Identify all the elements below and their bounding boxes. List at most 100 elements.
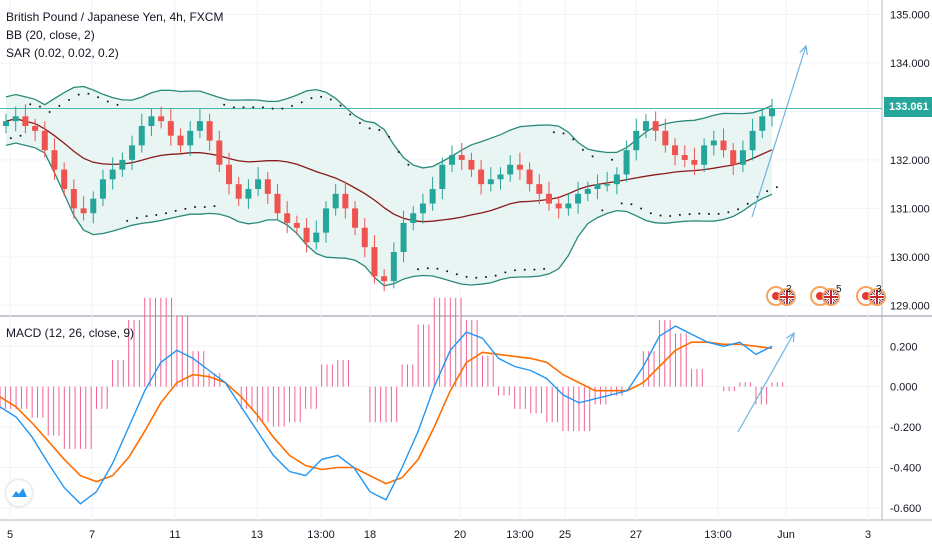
candle <box>429 189 436 204</box>
candle <box>177 135 184 146</box>
candle <box>575 193 582 204</box>
candle <box>390 252 397 282</box>
trend-arrow-macd-head <box>786 331 795 343</box>
candle <box>769 108 775 117</box>
candle <box>119 159 126 170</box>
sar-dot <box>145 215 148 218</box>
candle <box>187 130 194 146</box>
sar-dot <box>320 95 323 98</box>
time-tick-label: 27 <box>630 529 642 541</box>
sar-dot <box>38 105 41 108</box>
sar-dot <box>368 127 371 130</box>
candle <box>255 179 262 189</box>
price-tick-label: 134.000 <box>890 58 930 70</box>
candle <box>536 184 543 194</box>
candle <box>235 184 242 199</box>
sar-dot <box>640 207 643 210</box>
uk-flag-icon <box>868 288 886 306</box>
candle <box>701 145 708 165</box>
sar-dot <box>194 205 197 208</box>
sar-dot <box>659 214 662 217</box>
legend-macd: MACD (12, 26, close, 9) <box>6 326 135 340</box>
time-tick-label: 18 <box>364 529 376 541</box>
candle <box>70 189 77 209</box>
sar-dot <box>620 202 623 205</box>
candle <box>652 121 659 131</box>
sar-dot <box>698 212 701 215</box>
candle <box>32 126 39 131</box>
candle <box>419 203 426 214</box>
sar-dot <box>77 93 80 96</box>
candle <box>487 179 494 185</box>
sar-dot <box>484 275 487 278</box>
time-tick-label: 25 <box>559 529 571 541</box>
candle <box>138 126 145 146</box>
sar-dot <box>494 274 497 277</box>
economic-events: 2 5 3 <box>766 284 886 308</box>
candle <box>51 150 58 170</box>
candle <box>565 203 572 209</box>
sar-dot <box>737 208 740 211</box>
sar-dot <box>87 92 90 95</box>
trend-arrow-price-head <box>799 44 808 55</box>
sar-dot <box>291 104 294 107</box>
candle <box>41 130 48 151</box>
sar-dot <box>242 106 245 109</box>
sar-dot <box>649 212 652 215</box>
sar-dot <box>184 207 187 210</box>
candle <box>61 169 68 189</box>
candle <box>633 130 640 151</box>
candle <box>555 203 562 209</box>
sar-dot <box>533 268 536 271</box>
sar-dot <box>213 205 216 208</box>
legend-bb: BB (20, close, 2) <box>6 28 95 42</box>
trend-arrow-price <box>751 45 807 218</box>
sar-dot <box>135 216 138 219</box>
trend-arrow-macd <box>737 332 795 433</box>
candle <box>158 116 165 122</box>
candle <box>167 121 174 136</box>
macd-tick-label: -0.600 <box>890 503 921 515</box>
candle <box>507 164 514 175</box>
candle <box>613 174 620 185</box>
candle <box>274 193 281 214</box>
sar-dot <box>339 104 342 107</box>
sar-dot <box>562 132 565 135</box>
event-count: 3 <box>876 284 882 295</box>
sar-dot <box>106 100 109 103</box>
sar-dot <box>465 275 468 278</box>
uk-flag-icon <box>778 288 796 306</box>
candle <box>681 155 688 160</box>
candle <box>381 276 388 282</box>
sar-dot <box>572 138 575 141</box>
bollinger-lower <box>5 142 773 287</box>
tradingview-logo[interactable] <box>6 480 32 506</box>
candle <box>623 150 630 175</box>
sar-dot <box>300 101 303 104</box>
price-tick-label: 130.000 <box>890 252 930 264</box>
time-tick-label: 7 <box>89 529 95 541</box>
price-tick-label: 131.000 <box>890 203 930 215</box>
legend-symbol: British Pound / Japanese Yen, 4h, FXCM <box>6 10 224 24</box>
sar-dot <box>223 103 226 106</box>
sar-dot <box>775 186 778 189</box>
sar-dot <box>155 213 158 216</box>
candle <box>313 232 320 243</box>
candle <box>584 189 591 194</box>
sar-dot <box>669 214 672 217</box>
sar-dot <box>426 267 429 270</box>
candle <box>226 164 233 185</box>
sar-dot <box>58 104 61 107</box>
candle <box>759 116 766 131</box>
candle <box>90 198 97 214</box>
event-count: 2 <box>786 284 792 295</box>
macd-tick-label: 0.200 <box>890 341 918 353</box>
candle <box>749 130 756 151</box>
sar-dot <box>48 110 51 113</box>
candle <box>99 179 106 199</box>
time-tick-label: 5 <box>7 529 13 541</box>
candle <box>710 140 717 146</box>
sar-dot <box>203 205 206 208</box>
candle <box>672 145 679 156</box>
